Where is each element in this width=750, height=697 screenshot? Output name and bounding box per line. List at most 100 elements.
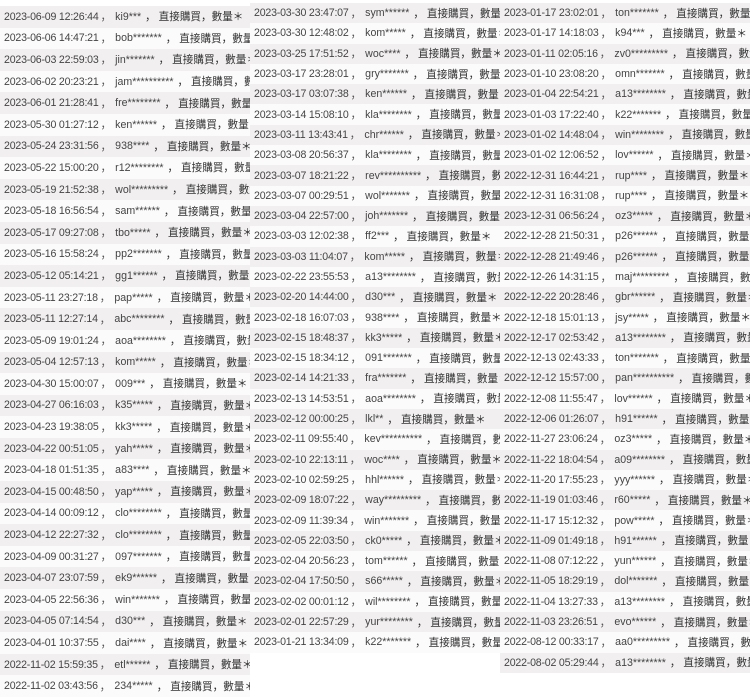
separator: ， [350,88,362,101]
separator: ， [600,636,612,649]
separator: ， [350,494,362,507]
separator: ， [100,184,112,197]
purchase-description: ， 直接購買，數量＊ [673,636,750,649]
purchase-description: ， 直接購買，數量＊ [669,454,750,467]
separator: ， [350,575,362,588]
purchase-list-column-2: 2023-03-30 23:47:07，sym****** ， 直接購買，數量＊… [250,3,500,653]
purchase-time: 2023-02-02 00:01:12 [254,595,349,608]
purchase-description: ， 直接購買，數量＊ [669,88,750,101]
purchase-description: ， 直接購買，數量＊ [165,32,250,45]
buyer-name: kla******** [365,149,412,162]
buyer-name: win******* [115,593,160,606]
purchase-record-row: 2023-02-01 22:57:29， yur******** ， 直接購買，數… [250,611,500,633]
buyer-name: hhl****** [365,473,405,486]
buyer-name: yah***** [115,442,153,455]
purchase-description: ， 直接購買，數量＊ [673,271,750,284]
purchase-record-row: 2023-05-11 12:27:14， abc******** ， 直接購買，數… [0,308,250,330]
buyer-name: oz3***** [615,210,653,223]
purchase-time: 2022-12-28 21:49:46 [504,250,599,263]
purchase-record-row: 2023-03-30 23:47:07，sym****** ， 直接購買，數量＊ [250,3,500,24]
purchase-record-row: 2023-05-19 21:52:38， wol********* ， 直接購買，… [0,178,250,201]
purchase-time: 2023-03-17 23:28:01 [254,68,349,81]
separator: ， [349,251,361,264]
purchase-description: ， 直接購買，數量＊ [408,474,500,487]
purchase-record-row: 2023-02-10 22:13:11， woc**** ， 直接購買，數量＊ [250,449,500,470]
purchase-description: ， 直接購買，數量＊ [425,170,500,183]
purchase-time: 2022-11-04 13:27:33 [504,595,598,608]
purchase-description: ， 直接購買，數量＊ [172,184,250,197]
purchase-description: ， 直接購買，數量＊ [415,149,500,162]
purchase-time: 2023-02-12 00:00:25 [254,413,349,426]
purchase-description: ， 直接購買，數量＊ [169,335,250,348]
separator: ， [100,227,112,240]
separator: ， [100,119,112,132]
purchase-description: ， 直接購買，數量＊ [404,48,500,61]
purchase-record-row: 2023-03-07 18:21:22， rev********** ， 直接購買… [250,165,500,186]
separator: ， [350,372,362,385]
separator: ， [350,291,362,304]
purchase-time: 2023-04-14 00:09:12 [4,507,99,520]
purchase-record-row: 2023-04-22 00:51:05， yah***** ， 直接購買，數量＊ [0,437,250,460]
purchase-description: ， 直接購買，數量＊ [145,11,244,24]
purchase-description: ， 直接購買，數量＊ [153,140,250,153]
purchase-record-row: 2022-11-20 17:55:23， yyy****** ， 直接購買，數量＊ [500,469,750,491]
separator: ， [100,270,112,283]
separator: ， [350,596,362,609]
purchase-description: ， 直接購買，數量＊ [671,48,750,61]
purchase-record-row: 2022-12-08 11:55:47， lov****** ， 直接購買，數量＊ [500,388,750,409]
buyer-name: zv0********* [614,47,668,60]
separator: ， [100,529,112,542]
separator: ， [349,515,361,528]
purchase-time: 2023-01-02 14:48:04 [504,128,599,141]
purchase-record-row: 2022-11-22 18:04:54， a09******** ， 直接購買，數… [500,449,750,470]
purchase-description: ， 直接購買，數量＊ [661,251,750,264]
purchase-time: 2023-06-06 14:47:21 [4,32,99,45]
purchase-record-row: 2023-03-30 12:48:02， kom***** ， 直接購買，數量＊ [250,23,500,44]
buyer-name: woc**** [364,453,400,466]
purchase-record-row: 2023-02-09 11:39:34， win******* ， 直接購買，數量… [250,510,500,531]
buyer-name: way********* [365,494,422,507]
purchase-time: 2023-02-10 22:13:11 [254,453,348,466]
purchase-description: ， 直接購買，數量＊ [661,575,750,588]
buyer-name: woc**** [365,47,401,60]
buyer-name: 009*** [115,377,146,390]
purchase-description: ， 直接購買，數量＊ [149,615,248,628]
buyer-name: kev********** [364,433,423,446]
buyer-name: sam****** [115,205,160,218]
purchase-description: ， 直接購買，數量＊ [656,433,750,446]
purchase-description: ， 直接購買，數量＊ [661,230,750,243]
purchase-time: 2023-01-21 13:34:09 [254,636,349,649]
purchase-description: ， 直接購買，數量＊ [412,68,500,81]
separator: ， [350,535,362,548]
purchase-record-row: 2022-11-02 03:43:56， 234***** ， 直接購買，數量＊ [0,675,250,697]
purchase-record-row: 2023-06-06 14:47:21， bob******* ， 直接購買，數量… [0,27,250,50]
buyer-name: ek9****** [115,572,157,585]
separator: ， [599,454,611,467]
purchase-record-row: 2022-12-28 21:49:46，p26****** ， 直接購買，數量＊ [500,246,750,267]
purchase-record-row: 2023-04-09 00:31:27， 097******* ， 直接購買，數量… [0,545,250,568]
buyer-name: lkl** [365,413,384,426]
buyer-name: a13******** [615,656,666,669]
buyer-name: ton******* [615,352,659,365]
purchase-record-row: 2023-04-12 22:27:32， clo******** ， 直接購買，數… [0,524,250,546]
purchase-description: ， 直接購買，數量＊ [662,352,750,365]
buyer-name: ton******* [615,7,659,20]
separator: ， [100,421,112,434]
buyer-name: a83**** [115,464,150,477]
purchase-record-row: 2023-04-30 15:00:07， 009*** ， 直接購買，數量＊ [0,373,250,395]
buyer-name: a09******** [614,453,666,466]
purchase-time: 2023-02-01 22:57:29 [254,616,349,629]
purchase-record-row: 2023-02-14 14:21:33， fra******* ， 直接購買，數量… [250,368,500,389]
purchase-record-row: 2023-01-04 22:54:21， a13******** ， 直接購買，數… [500,84,750,105]
purchase-time: 2023-03-17 03:07:38 [254,88,349,101]
purchase-description: ， 直接購買，數量＊ [656,393,750,406]
buyer-name: gbr****** [615,291,656,304]
purchase-description: ， 直接購買，數量＊ [177,76,250,89]
purchase-record-row: 2023-01-03 17:22:40， k22******* ， 直接購買，數量… [500,104,750,125]
purchase-time: 2023-05-16 15:58:24 [4,248,99,261]
purchase-time: 2023-12-31 06:56:24 [504,210,599,223]
purchase-record-row: 2023-03-17 23:28:01， gry******* ， 直接購買，數量… [250,63,500,85]
purchase-record-row: 2023-05-22 15:00:20， r12******** ， 直接購買，數… [0,157,250,179]
purchase-description: ， 直接購買，數量＊ [658,515,750,528]
purchase-record-row: 2023-01-17 23:02:01， ton******* ， 直接購買，數量… [500,3,750,24]
